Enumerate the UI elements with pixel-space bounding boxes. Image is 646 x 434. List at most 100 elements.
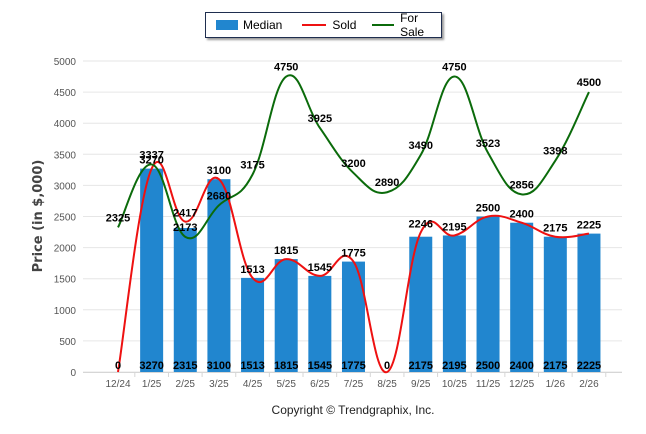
- sold-data-label: 2246: [409, 218, 433, 230]
- y-tick-label: 2000: [54, 244, 77, 255]
- x-tick-label: 2/26: [579, 379, 599, 390]
- data-labels: 0 3270 2315 3100 1513 1815 1545 1775 0 2175 2195 25…: [106, 62, 601, 372]
- median-bar: [577, 233, 601, 372]
- for-sale-data-label: 3925: [308, 113, 332, 125]
- for-sale-data-label: 2680: [207, 190, 231, 202]
- y-tick-label: 2500: [54, 213, 77, 224]
- for-sale-data-label: 2325: [106, 212, 130, 224]
- x-tick-label: 7/25: [344, 379, 364, 390]
- x-tick-label: 3/25: [209, 379, 229, 390]
- x-tick-label: 2/25: [176, 379, 196, 390]
- median-bar: [409, 236, 433, 372]
- sold-data-label: 2400: [509, 209, 533, 221]
- x-tick-label: 12/24: [105, 379, 130, 390]
- y-tick-label: 1000: [54, 306, 77, 317]
- for-sale-data-label: 3398: [543, 146, 567, 158]
- for-sale-data-label: 3175: [240, 160, 264, 172]
- sold-data-label: 2500: [476, 203, 500, 215]
- sold-data-label: 3100: [207, 165, 231, 177]
- median-data-label: 2500: [476, 360, 500, 372]
- median-bar: [308, 275, 332, 372]
- y-tick-label: 4000: [54, 119, 77, 130]
- sold-line: [117, 160, 590, 374]
- gridlines: [83, 60, 622, 373]
- x-tick-label: 6/25: [310, 379, 330, 390]
- sold-data-label: 2225: [577, 220, 601, 232]
- legend-item-for-sale[interactable]: For Sale: [372, 11, 441, 39]
- median-swatch-icon: [216, 20, 238, 30]
- legend-label-sold: Sold: [332, 18, 357, 32]
- median-data-label: 3270: [139, 360, 163, 372]
- median-bar: [241, 277, 265, 372]
- y-tick-label: 0: [70, 368, 76, 379]
- sold-data-label: 2175: [543, 223, 567, 235]
- for-sale-data-label: 3490: [409, 140, 433, 152]
- median-bar: [510, 222, 534, 372]
- median-data-label: 0: [384, 360, 390, 372]
- median-data-label: 1815: [274, 360, 298, 372]
- median-data-label: 2195: [442, 360, 466, 372]
- x-tick-label: 12/25: [509, 379, 534, 390]
- y-axis-ticks: 0 500 1000 1500 2000 2500 3000 3500 4000 4500 5000: [54, 57, 77, 379]
- legend-label-for-sale: For Sale: [400, 11, 425, 39]
- x-tick-label: 8/25: [377, 379, 397, 390]
- median-data-label: 1545: [308, 360, 332, 372]
- median-data-label: 2175: [543, 360, 567, 372]
- for-sale-data-label: 3200: [341, 158, 365, 170]
- for-sale-data-label: 4750: [274, 62, 298, 74]
- median-bar: [140, 168, 164, 372]
- median-data-label: 2225: [577, 360, 601, 372]
- y-tick-label: 500: [59, 337, 76, 348]
- sold-data-label: 1513: [240, 264, 264, 276]
- median-bar: [476, 216, 500, 372]
- x-tick-label: 4/25: [243, 379, 263, 390]
- copyright-text: Copyright © Trendgraphix, Inc.: [271, 403, 435, 417]
- x-tick-label: 1/26: [546, 379, 566, 390]
- median-data-label: 1513: [240, 360, 264, 372]
- x-tick-label: 11/25: [476, 379, 501, 390]
- for-sale-line: [117, 74, 590, 240]
- y-tick-label: 1500: [54, 275, 77, 286]
- for-sale-line-icon: [372, 24, 395, 26]
- median-data-label: 2315: [173, 360, 197, 372]
- sold-data-label: 3270: [139, 155, 163, 167]
- for-sale-data-label: 2856: [509, 179, 533, 191]
- for-sale-data-label: 2173: [173, 222, 197, 234]
- median-data-label: 3100: [207, 360, 231, 372]
- sold-data-label: 2417: [173, 208, 197, 220]
- median-bar: [274, 259, 298, 372]
- median-data-label: 1775: [341, 360, 365, 372]
- legend: Median Sold For Sale: [205, 11, 442, 39]
- for-sale-data-label: 2890: [375, 177, 399, 189]
- sold-line-icon: [302, 24, 327, 26]
- legend-item-median[interactable]: Median: [216, 18, 282, 32]
- median-bar: [341, 261, 365, 372]
- sold-data-label: 1815: [274, 245, 298, 257]
- y-tick-label: 3500: [54, 150, 77, 161]
- median-data-label: 0: [115, 360, 121, 372]
- median-data-label: 2400: [509, 360, 533, 372]
- median-bar: [173, 228, 197, 372]
- median-bar: [543, 236, 567, 372]
- x-axis-ticks: 12/24 1/25 2/25 3/25 4/25 5/25 6/25 7/25 8/25 9/2…: [105, 372, 607, 390]
- x-tick-label: 10/25: [442, 379, 467, 390]
- sold-data-label: 1775: [341, 248, 365, 260]
- sold-data-label: 1545: [308, 262, 332, 274]
- for-sale-data-label: 3337: [139, 149, 163, 161]
- sold-data-label: 2195: [442, 221, 466, 233]
- legend-label-median: Median: [243, 18, 283, 32]
- x-tick-label: 5/25: [276, 379, 296, 390]
- for-sale-data-label: 3523: [476, 138, 500, 150]
- for-sale-data-label: 4750: [442, 62, 466, 74]
- median-bar: [207, 179, 231, 372]
- x-tick-label: 9/25: [411, 379, 431, 390]
- median-data-label: 2175: [409, 360, 433, 372]
- legend-item-sold[interactable]: Sold: [302, 18, 356, 32]
- series-lines: [117, 74, 590, 374]
- y-tick-label: 5000: [54, 57, 77, 68]
- y-tick-label: 3000: [54, 181, 77, 192]
- y-axis-title: Price (in $,000): [31, 160, 46, 273]
- y-tick-label: 4500: [54, 88, 77, 99]
- x-tick-label: 1/25: [142, 379, 162, 390]
